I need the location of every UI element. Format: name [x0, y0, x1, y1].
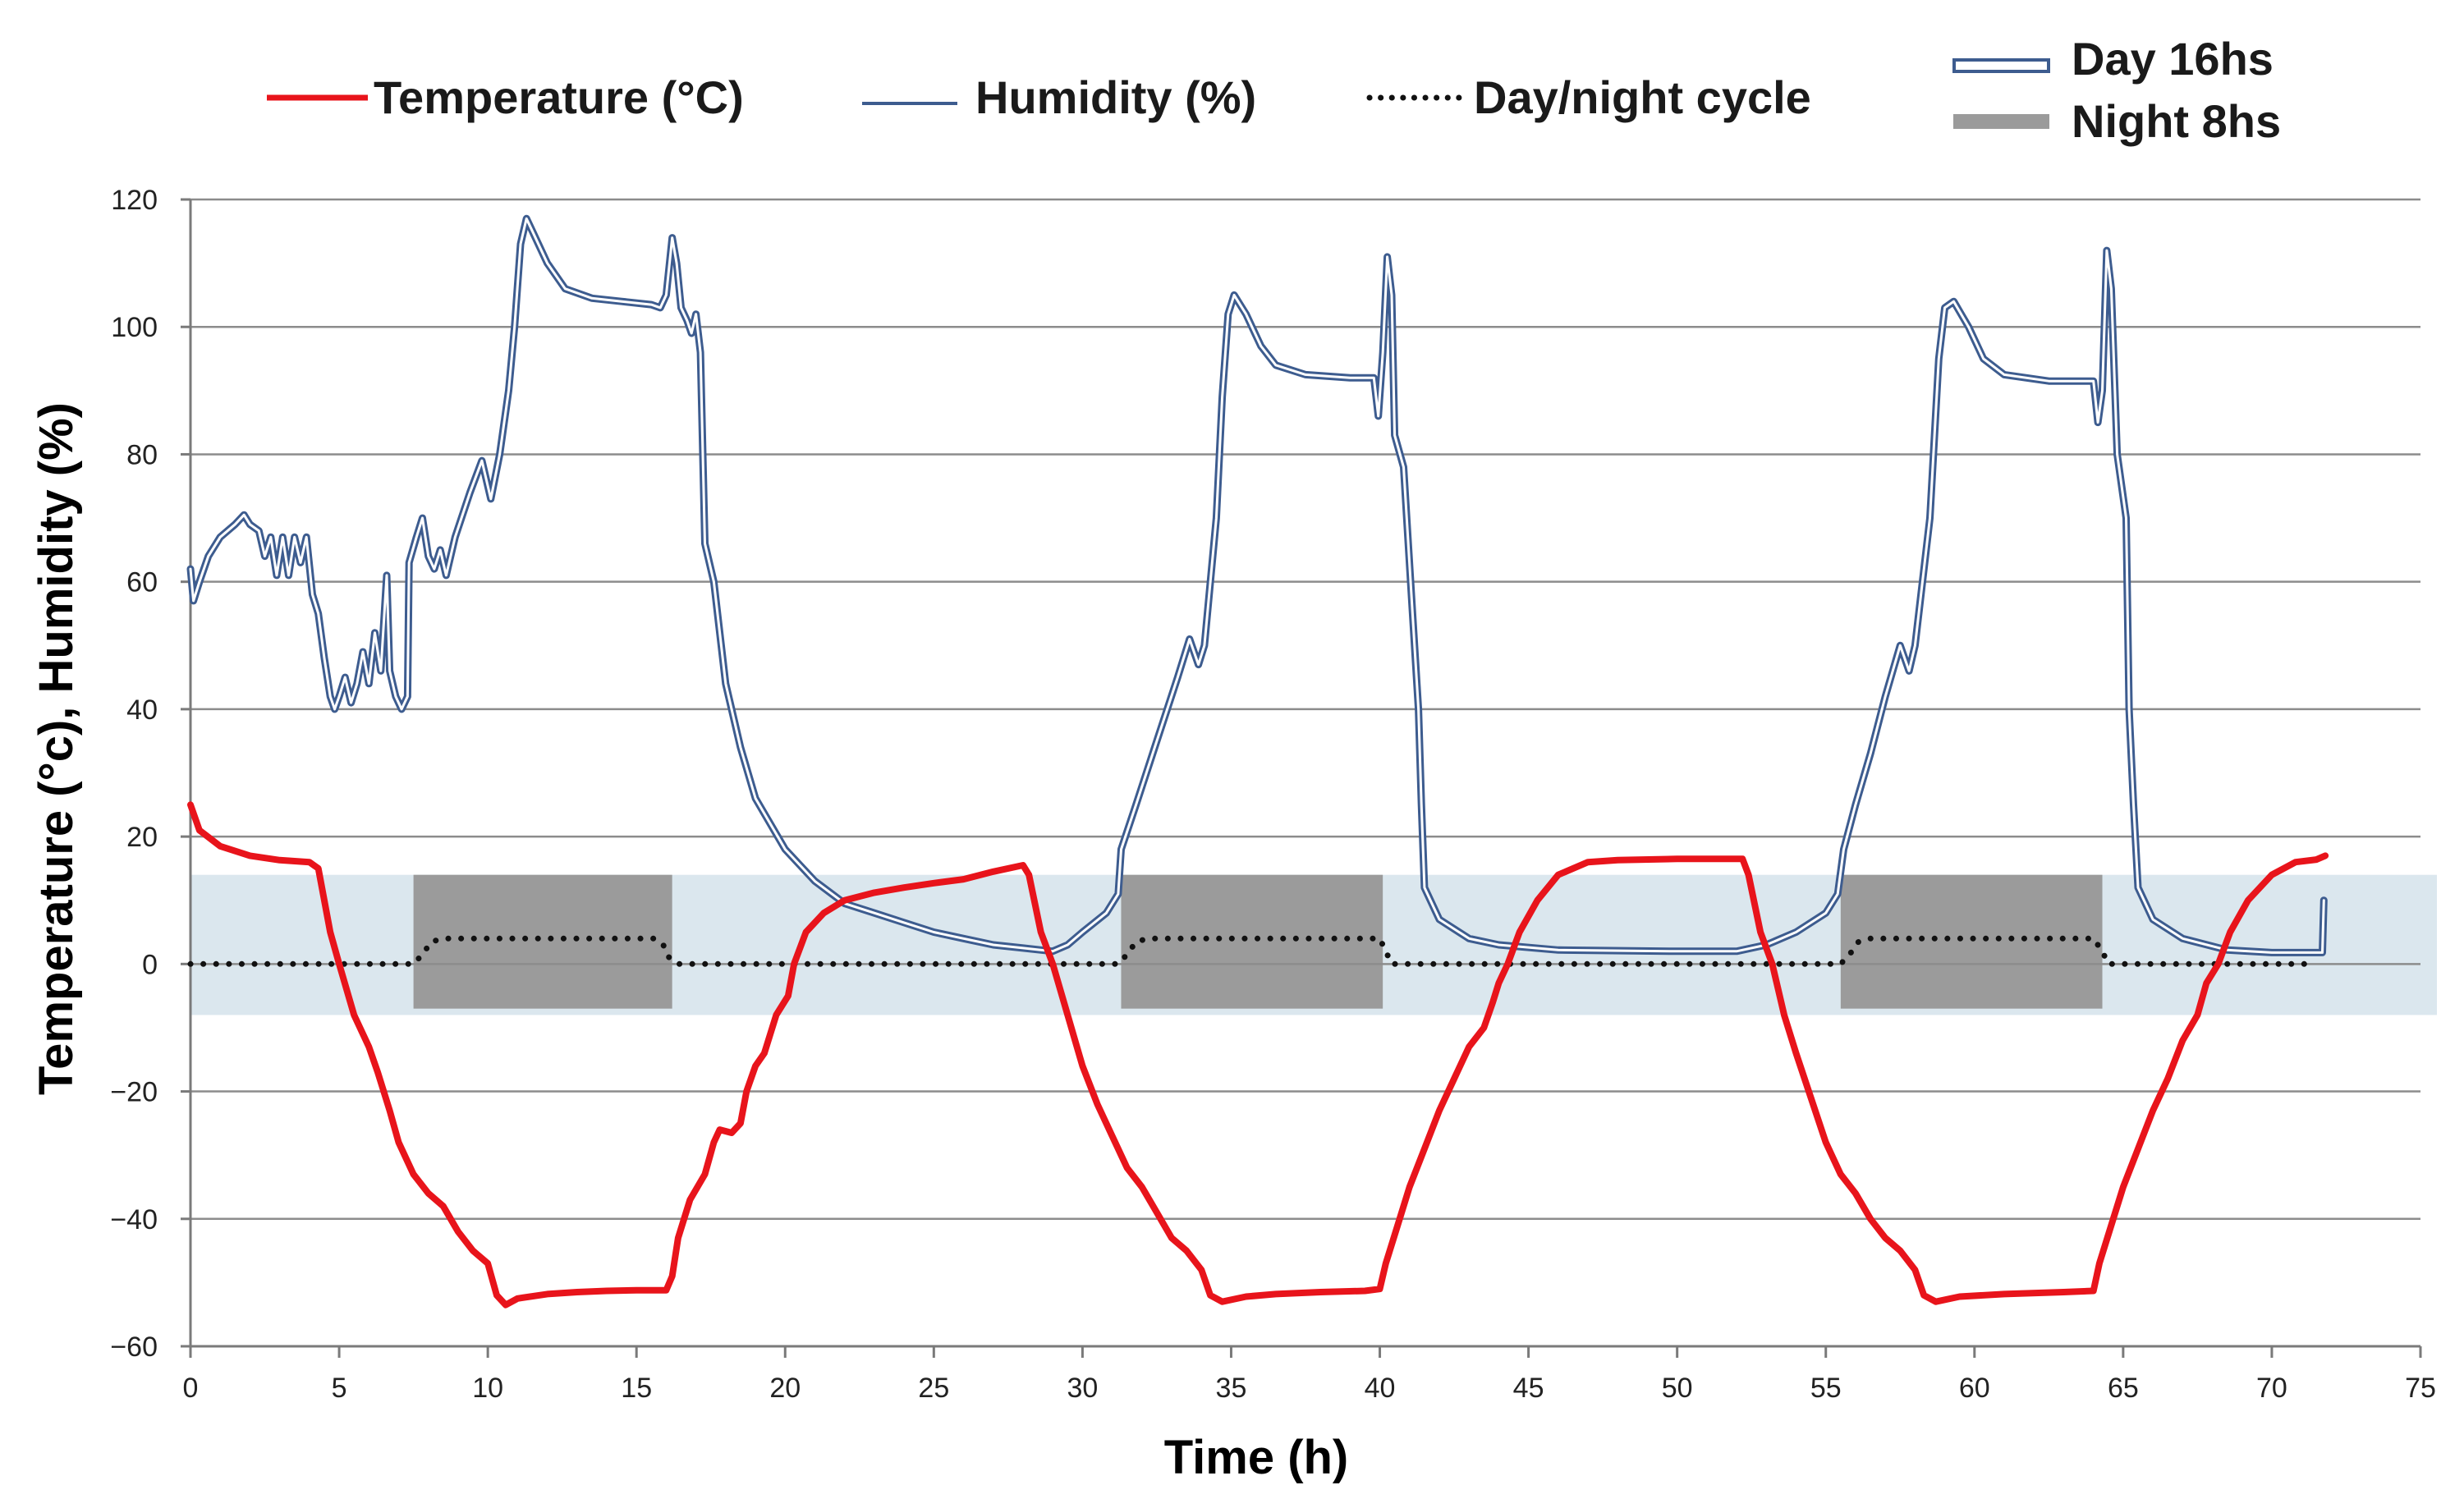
- y-tick-label--60: −60: [110, 1332, 158, 1363]
- night-box-2: [1121, 874, 1383, 1009]
- series-day-night-cycle-line: [187, 935, 2319, 967]
- x-tick-label-35: 35: [1216, 1373, 1247, 1404]
- y-tick-label--40: −40: [110, 1204, 158, 1235]
- y-tick-label-40: 40: [126, 694, 158, 726]
- x-tick-label-10: 10: [472, 1373, 503, 1404]
- x-axis-title: Time (h): [1164, 1431, 1349, 1484]
- y-tick-label-20: 20: [126, 822, 158, 853]
- series-layer: [186, 214, 2329, 1309]
- legend-day-swatch: [1952, 58, 2050, 73]
- x-tick-label-15: 15: [621, 1373, 652, 1404]
- legend-day-label: Day 16hs: [2072, 33, 2274, 85]
- legend-humidity-label: Humidity (%): [975, 71, 1256, 123]
- x-tick-label-45: 45: [1513, 1373, 1544, 1404]
- y-tick-label-100: 100: [111, 312, 158, 343]
- x-tick-label-20: 20: [769, 1373, 801, 1404]
- y-tick-label-60: 60: [126, 567, 158, 598]
- x-tick-label-40: 40: [1365, 1373, 1396, 1404]
- y-tick-label-0: 0: [142, 949, 158, 980]
- x-tick-label-65: 65: [2108, 1373, 2139, 1404]
- x-tick-label-5: 5: [332, 1373, 347, 1404]
- legend-temperature-label: Temperature (°C): [374, 71, 744, 123]
- x-tick-label-75: 75: [2405, 1373, 2436, 1404]
- series-humidity-line-inner: [189, 217, 2325, 954]
- y-tick-label--20: −20: [110, 1077, 158, 1108]
- series-humidity-line: [186, 214, 2328, 956]
- legend-night-swatch: [1953, 114, 2049, 129]
- x-tick-label-0: 0: [183, 1373, 199, 1404]
- x-tick-label-55: 55: [1810, 1373, 1842, 1404]
- x-tick-label-30: 30: [1067, 1373, 1098, 1404]
- x-tick-label-25: 25: [918, 1373, 949, 1404]
- x-tick-label-50: 50: [1662, 1373, 1693, 1404]
- series-temperature-line: [187, 801, 2329, 1309]
- night-box-3: [1840, 874, 2103, 1009]
- y-tick-label-120: 120: [111, 185, 158, 216]
- x-tick-label-60: 60: [1959, 1373, 1990, 1404]
- night-box-layer: [413, 874, 2103, 1009]
- night-box-1: [413, 874, 672, 1009]
- tick-label-layer: 0 5 10 15 20 25 30 35 40 45 50 55 60 65 70 75 −60 −40 −20 0…: [110, 185, 2436, 1404]
- y-tick-label-80: 80: [126, 439, 158, 470]
- y-axis-title: Temperature (°c), Humidity (%): [30, 402, 83, 1095]
- legend-cycle-label: Day/night cycle: [1474, 71, 1811, 123]
- legend: Temperature (°C) Humidity (%) Day/night …: [267, 33, 2281, 147]
- legend-night-label: Night 8hs: [2072, 95, 2281, 147]
- x-tick-label-70: 70: [2256, 1373, 2287, 1404]
- gridline-layer: [190, 198, 2420, 1348]
